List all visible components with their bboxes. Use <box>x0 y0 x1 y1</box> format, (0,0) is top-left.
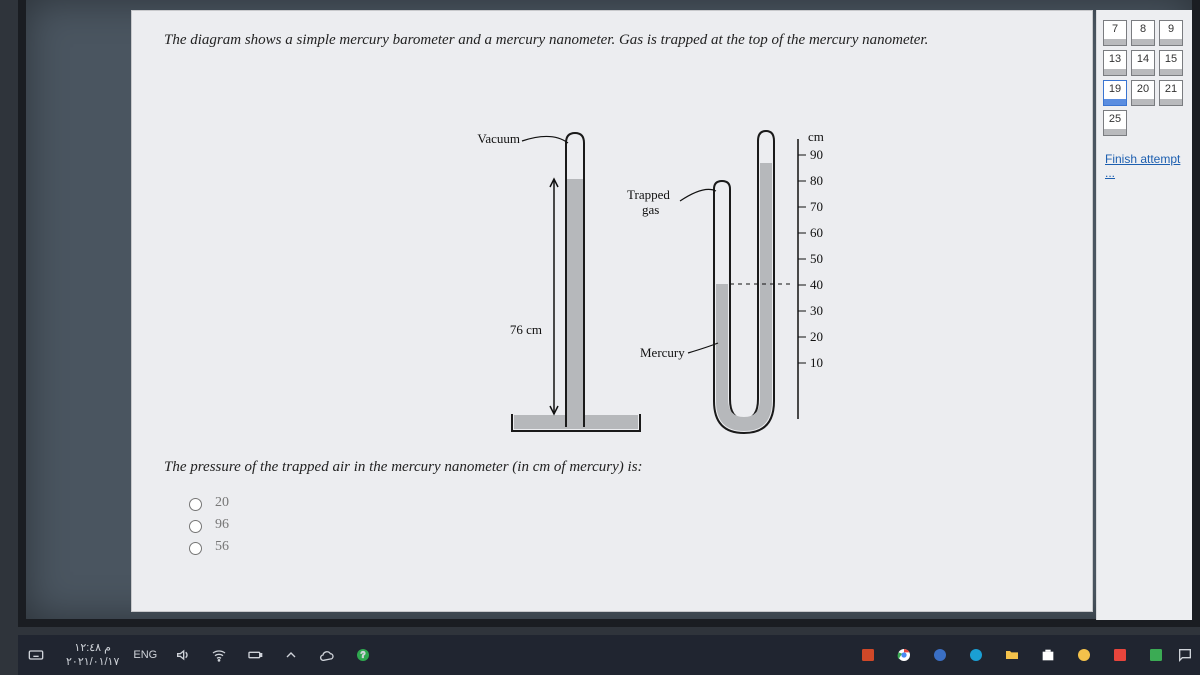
question-text: The diagram shows a simple mercury barom… <box>164 29 1062 52</box>
app-3-icon[interactable] <box>1070 641 1098 669</box>
nav-q-8[interactable]: 8 <box>1131 20 1155 46</box>
option-b-radio[interactable] <box>189 520 202 533</box>
nav-q-13[interactable]: 13 <box>1103 50 1127 76</box>
nav-grid: 789 131415 192021 25 <box>1097 20 1192 146</box>
nav-q-7[interactable]: 7 <box>1103 20 1127 46</box>
nav-q-21[interactable]: 21 <box>1159 80 1183 106</box>
svg-text:gas: gas <box>642 202 659 217</box>
edge-icon[interactable] <box>962 641 990 669</box>
option-c[interactable]: 56 <box>184 539 229 555</box>
nav-q-25[interactable]: 25 <box>1103 110 1127 136</box>
option-c-radio[interactable] <box>189 542 202 555</box>
svg-text:40: 40 <box>810 277 823 292</box>
app-2-icon[interactable] <box>926 641 954 669</box>
clock-date: ٢٠٢١/٠١/١٧ <box>66 655 119 669</box>
notification-icon[interactable] <box>1174 641 1196 669</box>
folder-icon[interactable] <box>998 641 1026 669</box>
app-1-icon[interactable] <box>854 641 882 669</box>
sub-question: The pressure of the trapped air in the m… <box>164 459 643 476</box>
ruler-unit: cm <box>808 129 824 144</box>
chevron-up-icon[interactable] <box>277 641 305 669</box>
keyboard-icon[interactable] <box>22 641 50 669</box>
svg-text:20: 20 <box>810 329 823 344</box>
nav-q-14[interactable]: 14 <box>1131 50 1155 76</box>
taskbar-lang[interactable]: ENG <box>125 649 165 661</box>
nav-q-20[interactable]: 20 <box>1131 80 1155 106</box>
option-a-label: 20 <box>215 495 229 511</box>
svg-text:70: 70 <box>810 199 823 214</box>
answer-options: 20 96 56 <box>184 489 229 561</box>
mercury-label: Mercury <box>640 345 685 360</box>
barometer-diagram: 76 cm Vacuum Trapped gas Mercury <box>392 119 872 449</box>
quiz-navigation: 789 131415 192021 25 Finish attempt ... <box>1096 10 1192 620</box>
taskbar: م ١٢:٤٨ ٢٠٢١/٠١/١٧ ENG ? <box>18 635 1200 675</box>
option-a-radio[interactable] <box>189 498 202 511</box>
option-a[interactable]: 20 <box>184 495 229 511</box>
height-76cm: 76 cm <box>510 322 542 337</box>
option-b[interactable]: 96 <box>184 517 229 533</box>
taskbar-clock[interactable]: م ١٢:٤٨ ٢٠٢١/٠١/١٧ <box>60 641 125 670</box>
app-5-icon[interactable] <box>1142 641 1170 669</box>
finish-attempt-link[interactable]: Finish attempt ... <box>1097 146 1192 186</box>
svg-text:80: 80 <box>810 173 823 188</box>
option-c-label: 56 <box>215 539 229 555</box>
nav-q-15[interactable]: 15 <box>1159 50 1183 76</box>
battery-icon[interactable] <box>241 641 269 669</box>
svg-text:10: 10 <box>810 355 823 370</box>
svg-text:50: 50 <box>810 251 823 266</box>
cloud-icon[interactable] <box>313 641 341 669</box>
question-card: The diagram shows a simple mercury barom… <box>131 10 1093 612</box>
volume-icon[interactable] <box>169 641 197 669</box>
trapped-gas-label: Trapped <box>627 187 670 202</box>
svg-text:30: 30 <box>810 303 823 318</box>
clock-time: م ١٢:٤٨ <box>66 641 119 655</box>
chrome-icon[interactable] <box>890 641 918 669</box>
ruler-ticks: 90 80 70 60 50 40 30 20 10 <box>798 147 823 370</box>
svg-text:90: 90 <box>810 147 823 162</box>
wifi-icon[interactable] <box>205 641 233 669</box>
vacuum-label: Vacuum <box>477 131 520 146</box>
option-b-label: 96 <box>215 517 229 533</box>
store-icon[interactable] <box>1034 641 1062 669</box>
app-4-icon[interactable] <box>1106 641 1134 669</box>
help-icon[interactable]: ? <box>349 641 377 669</box>
svg-text:?: ? <box>361 651 366 660</box>
svg-text:60: 60 <box>810 225 823 240</box>
nav-q-19[interactable]: 19 <box>1103 80 1127 106</box>
nav-q-9[interactable]: 9 <box>1159 20 1183 46</box>
